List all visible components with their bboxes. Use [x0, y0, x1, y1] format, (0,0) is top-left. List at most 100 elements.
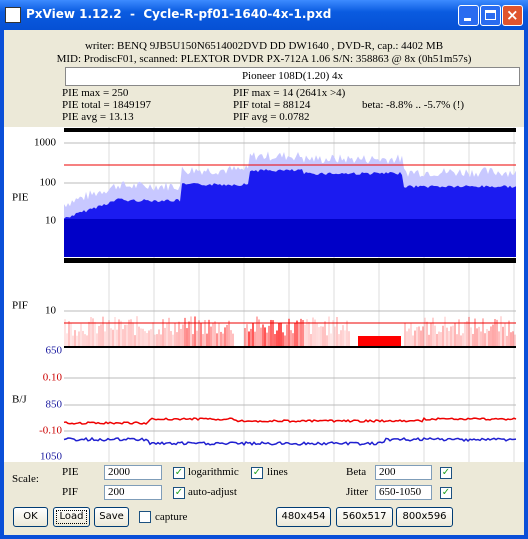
- client-area: writer: BENQ 9JB5U150N6514002DVD DD DW16…: [4, 30, 524, 535]
- drive-box: Pioneer 108D(1.20) 4x: [65, 67, 520, 86]
- pif-shade: [478, 326, 480, 346]
- pif-shade: [78, 331, 80, 346]
- pif-shade: [476, 328, 478, 346]
- minimize-button[interactable]: [458, 5, 479, 26]
- pif-shade: [74, 330, 76, 346]
- pif-shade: [176, 332, 178, 346]
- save-button[interactable]: Save: [94, 507, 129, 527]
- pif-shade: [450, 326, 452, 346]
- pif-shade: [206, 333, 208, 346]
- jitter-scale-input[interactable]: 650-1050: [375, 485, 432, 500]
- pif-shade: [464, 322, 466, 346]
- tick-label: 850: [46, 399, 63, 411]
- pif-shade: [232, 333, 234, 346]
- pif-block: [358, 336, 401, 346]
- pif-shade: [492, 324, 494, 346]
- pif-shade: [454, 323, 456, 346]
- pif-shade: [124, 324, 126, 346]
- pif-shade: [100, 324, 102, 346]
- pif-shade: [172, 334, 174, 346]
- label: PIE: [62, 466, 79, 478]
- pif-shade: [420, 330, 422, 346]
- pif-shade: [320, 326, 322, 346]
- pif-shade: [496, 319, 498, 346]
- pif-shade: [508, 320, 510, 346]
- pif-shade: [248, 331, 250, 346]
- pif-shade: [456, 334, 458, 346]
- close-button[interactable]: ×: [502, 5, 523, 26]
- pif-shade: [298, 322, 300, 346]
- checkbox[interactable]: ✓: [440, 467, 452, 479]
- beta-scale-input[interactable]: 200: [375, 465, 432, 480]
- ok-button[interactable]: OK: [13, 507, 48, 527]
- pif-shade: [212, 322, 214, 346]
- pie-bottom-bar: [64, 258, 516, 263]
- pif-scale-input[interactable]: 200: [104, 485, 162, 500]
- pif-shade: [500, 316, 502, 346]
- pif-shade: [72, 335, 74, 346]
- load-button[interactable]: Load: [53, 507, 90, 527]
- pif-shade: [484, 333, 486, 346]
- label: Scale:: [12, 473, 39, 485]
- pif-shade: [434, 325, 436, 346]
- tick-label: 10: [45, 305, 57, 317]
- size-button[interactable]: 560x517: [336, 507, 393, 527]
- size-button[interactable]: 800x596: [396, 507, 453, 527]
- pif-shade: [262, 324, 264, 346]
- pif-shade: [204, 320, 206, 346]
- pif-shade: [466, 321, 468, 346]
- label: capture: [155, 511, 188, 523]
- pif-shade: [416, 327, 418, 346]
- pif-shade: [472, 333, 474, 346]
- tick-label: 1050: [40, 451, 63, 462]
- pif-shade: [480, 331, 482, 346]
- pif-shade: [404, 322, 406, 346]
- window-title: PxView 1.12.2 - Cycle-R-pf01-1640-4x-1.p…: [26, 7, 332, 21]
- pif-shade: [452, 325, 454, 346]
- axis-label: B/J: [12, 394, 27, 406]
- stat: PIF total = 88124: [233, 99, 311, 111]
- pif-shade: [282, 332, 284, 346]
- pif-shade: [192, 334, 194, 346]
- capture-checkbox[interactable]: [139, 511, 151, 523]
- pif-shade: [222, 333, 224, 346]
- pif-shade: [446, 327, 448, 346]
- pif-shade: [170, 331, 172, 346]
- checkbox[interactable]: ✓: [251, 467, 263, 479]
- pif-shade: [114, 317, 116, 346]
- pif-shade: [266, 332, 268, 346]
- pif-shade: [304, 324, 306, 346]
- pif-shade: [118, 319, 120, 346]
- pif-shade: [506, 335, 508, 346]
- pif-shade: [344, 330, 346, 346]
- pif-shade: [90, 317, 92, 346]
- pif-shade: [448, 331, 450, 346]
- pif-shade: [144, 331, 146, 346]
- pif-shade: [274, 334, 276, 346]
- pie-scale-input[interactable]: 2000: [104, 465, 162, 480]
- pif-shade: [340, 330, 342, 346]
- checkbox[interactable]: ✓: [173, 467, 185, 479]
- pif-shade: [140, 328, 142, 346]
- maximize-button[interactable]: [480, 5, 501, 26]
- pif-shade: [218, 322, 220, 346]
- tick-label: 10: [45, 215, 57, 227]
- checkbox[interactable]: ✓: [173, 487, 185, 499]
- tick-label: 650: [46, 345, 63, 357]
- pif-shade: [302, 320, 304, 346]
- checkbox[interactable]: ✓: [440, 487, 452, 499]
- pif-shade: [284, 335, 286, 346]
- pif-shade: [504, 322, 506, 346]
- tick-label: 0.10: [43, 372, 63, 384]
- size-button[interactable]: 480x454: [276, 507, 331, 527]
- graph-panel: 1000 100 10 PIE 10 PIF 650 0.10 B/J 850 …: [4, 127, 524, 462]
- pif-shade: [470, 327, 472, 346]
- pif-shade: [80, 323, 82, 346]
- pif-shade: [414, 330, 416, 346]
- pif-shade: [120, 320, 122, 346]
- pif-shade: [110, 328, 112, 346]
- pif-shade: [278, 323, 280, 346]
- pif-shade: [196, 330, 198, 346]
- pif-shade: [406, 331, 408, 346]
